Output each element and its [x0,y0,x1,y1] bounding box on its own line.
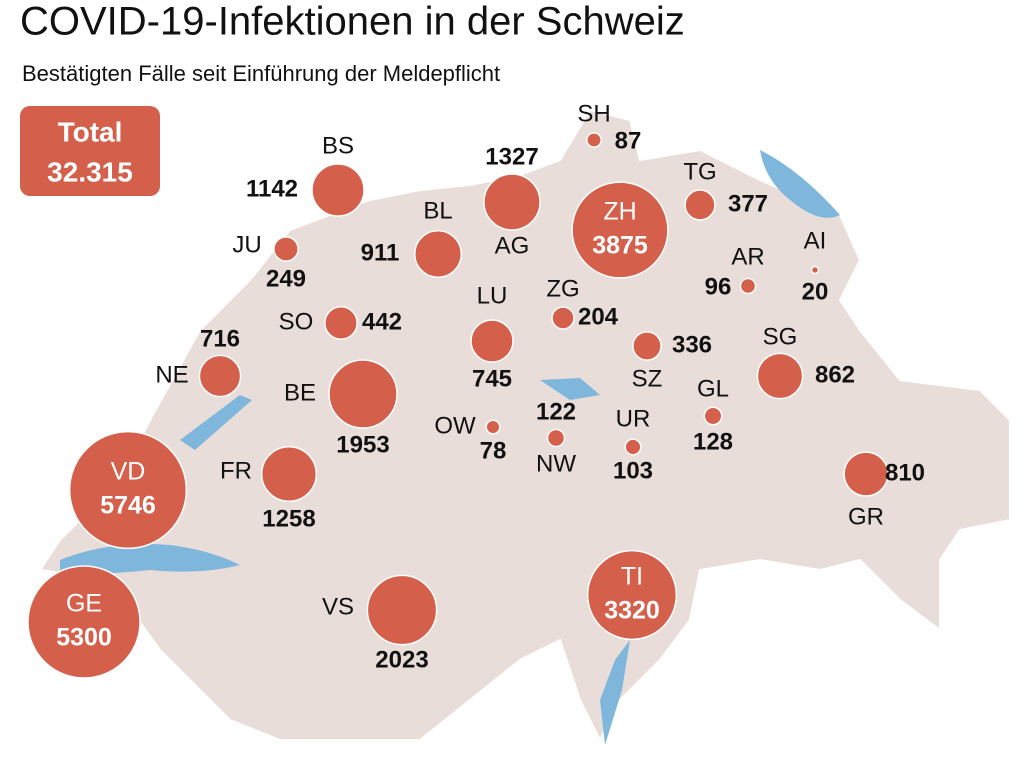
canton-value: 810 [885,459,925,486]
case-circle [470,319,514,363]
lake-maggiore [600,640,630,745]
case-circle [546,428,566,448]
canton-code: VD [111,458,146,486]
canton-value: 204 [578,303,619,330]
canton-code: LU [477,282,508,309]
canton-code: BL [423,197,452,224]
canton-code: BE [284,379,316,406]
canton-code: AG [495,232,530,259]
canton-code: SO [279,308,314,335]
canton-value: 5300 [56,624,112,652]
case-circle [485,419,501,435]
case-circle [843,451,889,497]
case-circle [632,331,662,361]
canton-value: 128 [693,428,733,455]
subtitle: Bestätigten Fälle seit Einführung der Me… [22,61,500,86]
canton-value: 745 [472,365,512,392]
canton-code: FR [220,457,252,484]
case-circle [324,306,358,340]
case-circle [810,265,820,275]
canton-value: 1142 [246,175,298,202]
case-circle [586,132,602,148]
canton-value: 96 [705,273,732,300]
total-label: Total [58,116,123,147]
case-circle [756,352,804,400]
canton-code: SZ [632,365,663,392]
canton-value: 336 [672,331,712,358]
case-circle [198,354,242,398]
case-circle [684,189,716,221]
canton-value: 249 [266,265,306,292]
case-circle [366,574,438,646]
canton-value: 1258 [262,505,315,532]
canton-code: ZH [603,198,636,226]
canton-value: 3875 [592,232,648,260]
canton-value: 103 [613,457,653,484]
canton-code: ZG [546,275,579,302]
case-circle [273,236,299,262]
total-value: 32.315 [47,156,133,187]
canton-code: VS [322,593,354,620]
canton-value: 862 [815,361,855,388]
lake-lucerne [540,378,600,400]
lake-neuchatel [180,395,252,450]
canton-code: GL [697,375,729,402]
case-circle [27,565,141,679]
case-circle [624,438,642,456]
canton-value: 1953 [336,431,389,458]
canton-value: 87 [615,127,642,154]
canton-code: OW [434,412,476,439]
canton-value: 377 [728,190,768,217]
canton-code: TG [683,158,716,185]
canton-code: TI [621,563,643,591]
canton-code: UR [616,405,651,432]
case-circle [328,359,398,429]
canton-value: 2023 [375,646,428,673]
case-circle [551,306,575,330]
country-shape [38,108,1011,743]
canton-code: GE [66,590,102,618]
case-circle [311,163,365,217]
case-circle [571,181,669,279]
lake-geneva [60,544,240,575]
canton-value: 20 [802,278,829,305]
canton-value: 5746 [100,492,156,520]
canton-value: 78 [480,437,507,464]
canton-code: AI [804,227,827,254]
canton-code: GR [848,503,884,530]
canton-value: 1327 [485,143,538,170]
case-circle [483,173,541,231]
canton-value: 3320 [604,597,660,625]
title: COVID-19-Infektionen in der Schweiz [20,0,685,44]
canton-code: BS [322,132,354,159]
case-circle [739,277,757,295]
canton-code: JU [232,231,261,258]
canton-code: NW [536,450,576,477]
canton-code: SG [763,323,798,350]
canton-value: 911 [361,239,400,266]
case-circle [68,430,188,550]
case-circle [703,406,723,426]
canton-value: 716 [200,325,240,352]
canton-value: 122 [536,398,576,425]
case-circle [414,230,462,278]
case-circle [260,445,318,503]
total-box [20,106,160,196]
canton-value: 442 [362,308,402,335]
canton-code: AR [731,243,764,270]
lake-constance [760,150,840,218]
canton-code: SH [577,100,610,127]
canton-code: NE [155,361,188,388]
case-circle [586,549,678,641]
